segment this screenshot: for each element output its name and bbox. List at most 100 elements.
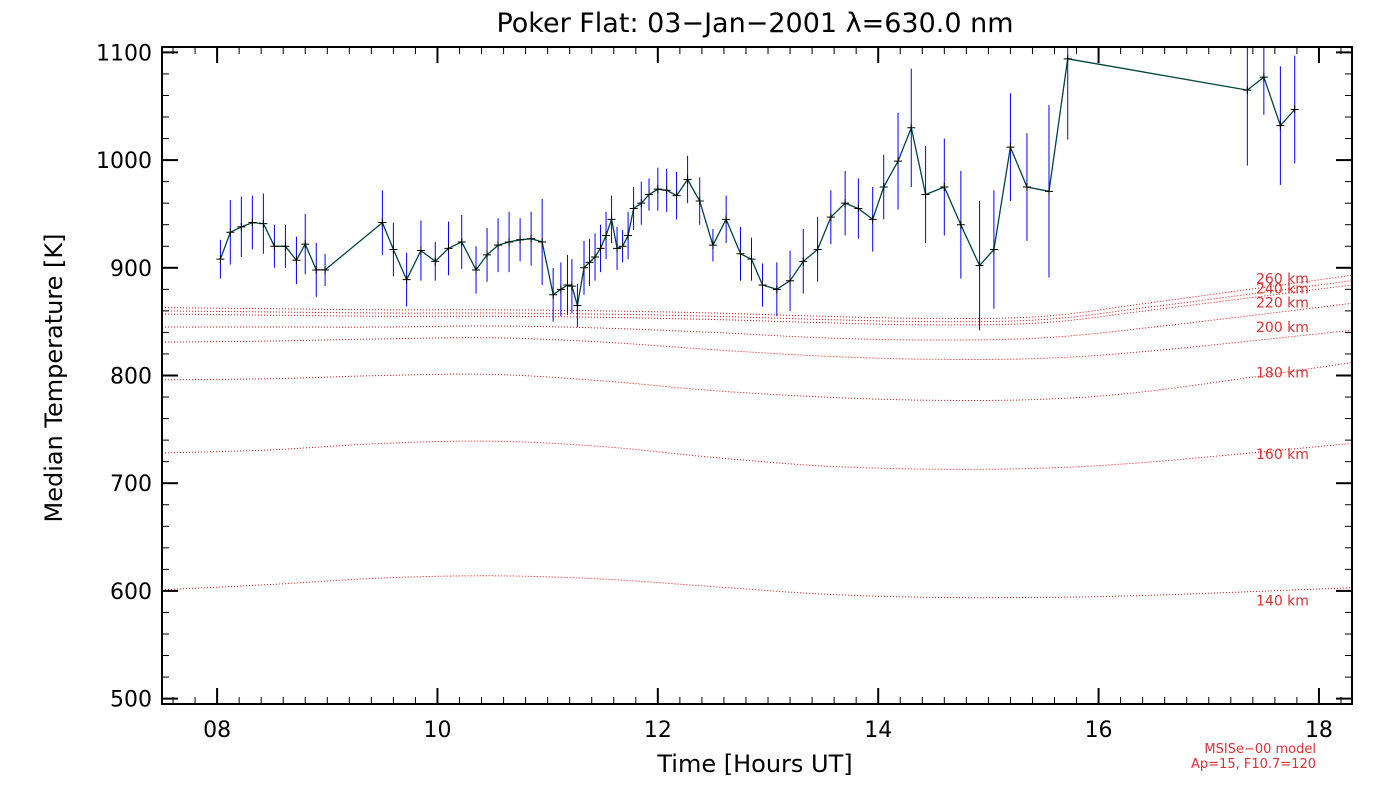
axes: 08 10 12 14 16 18 500 600 700 800 900 1000 1100 — [96, 41, 1352, 743]
model-label-160-km: 160 km — [1256, 447, 1309, 463]
data-point-47 — [708, 241, 717, 250]
data-point-20 — [494, 241, 503, 250]
data-point-74 — [1276, 121, 1285, 130]
data-point-31 — [585, 258, 594, 267]
data-point-53 — [786, 276, 795, 285]
data-point-11 — [378, 218, 387, 227]
data-point-17 — [457, 237, 466, 246]
data-point-62 — [907, 123, 916, 132]
data-point-37 — [618, 242, 627, 251]
data-point-8 — [301, 240, 310, 249]
model-curve-7 — [161, 575, 1353, 599]
data-point-34 — [602, 231, 611, 240]
data-point-21 — [505, 237, 514, 246]
data-point-38 — [624, 231, 633, 240]
data-point-56 — [826, 213, 835, 222]
data-point-36 — [613, 244, 622, 253]
data-point-6 — [281, 242, 290, 251]
data-point-12 — [389, 245, 398, 254]
data-point-49 — [736, 249, 745, 258]
data-point-64 — [940, 183, 949, 192]
data-point-33 — [596, 244, 605, 253]
model-curve-0 — [161, 274, 1353, 319]
data-point-51 — [758, 281, 767, 290]
data-point-35 — [607, 215, 616, 224]
y-tick-label: 900 — [110, 257, 152, 282]
model-label-180-km: 180 km — [1256, 365, 1309, 381]
model-curve-6 — [161, 440, 1353, 470]
x-tick-label: 10 — [423, 718, 451, 743]
data-point-60 — [879, 183, 888, 192]
y-tick-label: 600 — [110, 580, 152, 605]
data-point-70 — [1044, 187, 1053, 196]
chart-title: Poker Flat: 03−Jan−2001 λ=630.0 nm — [496, 8, 1013, 39]
data-point-72 — [1243, 86, 1252, 95]
data-point-61 — [894, 157, 903, 166]
model-label-220-km: 220 km — [1256, 295, 1309, 311]
data-point-46 — [695, 197, 704, 206]
data-point-59 — [868, 215, 877, 224]
data-point-67 — [989, 245, 998, 254]
x-tick-label: 16 — [1085, 718, 1113, 743]
data-point-22 — [516, 235, 525, 244]
data-point-58 — [854, 204, 863, 213]
plot-frame — [161, 46, 1353, 705]
data-point-2 — [237, 222, 246, 231]
data-point-10 — [321, 265, 330, 274]
model-curve-4 — [161, 329, 1353, 361]
model-label-200-km: 200 km — [1256, 320, 1309, 336]
y-tick-label: 800 — [110, 365, 152, 390]
model-curve-3 — [162, 302, 1353, 341]
data-point-73 — [1259, 73, 1268, 82]
data-point-68 — [1006, 143, 1015, 152]
data-point-5 — [270, 242, 279, 251]
y-tick-label: 1000 — [96, 149, 152, 174]
model-curve-1 — [161, 280, 1353, 323]
data-point-26 — [556, 285, 565, 294]
model-curve-2 — [161, 284, 1353, 326]
data-point-29 — [573, 301, 582, 310]
data-point-69 — [1022, 183, 1031, 192]
data-point-23 — [527, 234, 536, 243]
data-point-1 — [226, 228, 235, 237]
y-tick-label: 500 — [110, 688, 152, 713]
data-point-32 — [591, 253, 600, 262]
model-label-240-km: 240 km — [1256, 281, 1309, 297]
model-note-line-0: MSISe−00 model — [1204, 742, 1316, 757]
x-tick-label: 08 — [203, 718, 231, 743]
temperature-line — [219, 58, 1296, 306]
data-point-44 — [672, 191, 681, 200]
data-point-54 — [799, 257, 808, 266]
y-tick-label: 700 — [110, 472, 152, 497]
data-point-27 — [563, 281, 572, 290]
data-point-9 — [312, 265, 321, 274]
data-point-39 — [629, 204, 638, 213]
measurement-series — [216, 47, 1299, 331]
data-point-30 — [580, 263, 589, 272]
x-tick-label: 14 — [864, 718, 892, 743]
data-point-0 — [216, 255, 225, 264]
data-point-4 — [259, 219, 268, 228]
data-point-45 — [683, 175, 692, 184]
data-point-28 — [567, 282, 576, 291]
model-note-line-1: Ap=15, F10.7=120 — [1191, 757, 1316, 772]
data-point-42 — [653, 185, 662, 194]
data-point-25 — [549, 290, 558, 299]
y-axis-label: Median Temperature [K] — [40, 233, 68, 522]
data-point-50 — [747, 255, 756, 264]
data-point-41 — [645, 190, 654, 199]
data-point-57 — [841, 199, 850, 208]
data-point-19 — [483, 250, 492, 259]
data-point-66 — [975, 261, 984, 270]
y-tick-label: 1100 — [96, 41, 152, 66]
data-point-13 — [402, 275, 411, 284]
data-point-71 — [1063, 54, 1072, 63]
data-point-14 — [416, 246, 425, 255]
data-point-75 — [1290, 105, 1299, 114]
data-point-40 — [637, 199, 646, 208]
model-label-140-km: 140 km — [1256, 594, 1309, 610]
data-point-63 — [921, 190, 930, 199]
data-point-43 — [662, 186, 671, 195]
